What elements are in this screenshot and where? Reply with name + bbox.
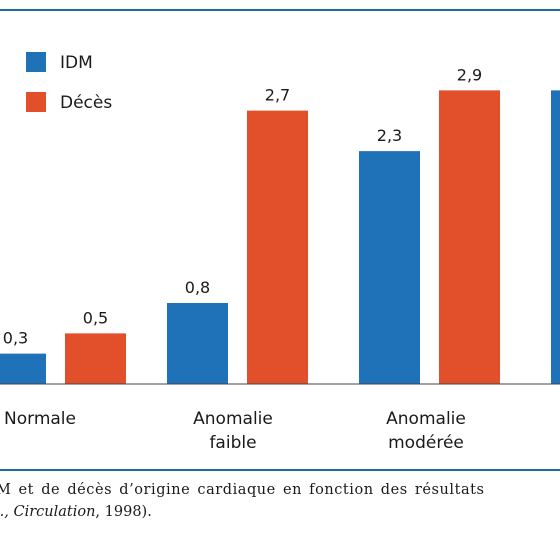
data-label-décès-3: 2,9 <box>457 65 482 84</box>
legend-label-2: Décès <box>60 93 112 113</box>
legend: IDM Décès <box>26 52 112 113</box>
x-tick-label-2-2: faible <box>209 433 256 453</box>
bar-idm-2 <box>167 303 228 384</box>
bar-décès-2 <box>247 110 308 384</box>
x-tick-label-3-1: Anomalie <box>386 409 466 429</box>
x-tick-labels: Normale Anomalie faible Anomalie modérée <box>4 409 466 453</box>
figure-caption-line-1: M et de décès d’origine cardiaque en fon… <box>0 482 485 498</box>
data-label-décès-1: 0,5 <box>83 308 108 327</box>
bars-group: 0,3 0,5 0,8 2,7 2,3 2,9 <box>0 65 560 384</box>
bar-idm-4 <box>551 90 560 384</box>
legend-label-1: IDM <box>60 53 93 73</box>
caption-journal: Circulation <box>13 504 96 520</box>
x-tick-label-1-1: Normale <box>4 409 76 429</box>
x-tick-label-3-2: modérée <box>388 433 464 453</box>
data-label-idm-1: 0,3 <box>3 329 28 348</box>
bar-décès-3 <box>439 90 500 384</box>
caption-year: , 1998). <box>95 504 152 520</box>
legend-swatch-2 <box>26 92 46 112</box>
data-label-idm-3: 2,3 <box>377 126 402 145</box>
data-label-idm-2: 0,8 <box>185 278 210 297</box>
figure-caption-line-2: l., Circulation, 1998). <box>0 504 555 520</box>
data-label-décès-2: 2,7 <box>265 86 290 105</box>
bar-décès-1 <box>65 333 126 384</box>
x-tick-label-2-1: Anomalie <box>193 409 273 429</box>
bar-idm-1 <box>0 353 46 384</box>
legend-swatch-1 <box>26 52 46 72</box>
bar-idm-3 <box>359 151 420 384</box>
caption-italic-prefix: l., <box>0 504 9 520</box>
